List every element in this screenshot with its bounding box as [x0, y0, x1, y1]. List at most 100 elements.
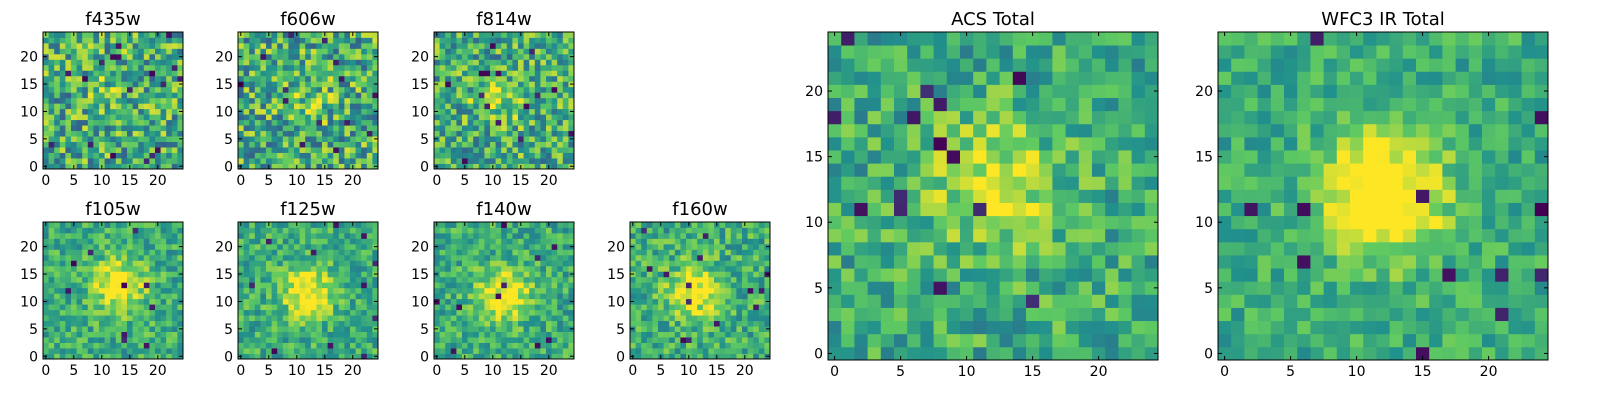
heatmap-cell — [243, 108, 250, 115]
heatmap-cell — [439, 222, 446, 228]
heatmap-cell — [243, 86, 250, 93]
heatmap-cell — [322, 320, 328, 327]
heatmap-cell — [372, 64, 379, 71]
heatmap-cell — [635, 238, 642, 245]
heatmap-cell — [450, 136, 457, 142]
heatmap-cell — [271, 42, 278, 49]
heatmap-cell — [310, 136, 317, 142]
heatmap-cell — [652, 222, 659, 228]
heatmap-cell — [59, 59, 66, 66]
heatmap-cell — [1144, 346, 1159, 361]
heatmap-cell — [54, 103, 61, 110]
heatmap-cell — [322, 238, 328, 245]
heatmap-cell — [663, 249, 670, 256]
heatmap-cell — [708, 276, 715, 283]
heatmap-cell — [361, 342, 368, 349]
heatmap-cell — [484, 243, 491, 250]
heatmap-cell — [87, 293, 94, 300]
heatmap-cell — [333, 265, 340, 272]
heatmap-cell — [76, 315, 83, 322]
heatmap-cell — [674, 293, 681, 300]
heatmap-cell — [143, 32, 150, 38]
heatmap-cell — [155, 287, 161, 294]
heatmap-cell — [646, 222, 653, 228]
heatmap-cell — [439, 42, 446, 49]
heatmap-cell — [372, 265, 379, 272]
heatmap-cell — [501, 243, 508, 250]
heatmap-cell — [501, 348, 508, 354]
heatmap-cell — [854, 189, 868, 203]
heatmap-cell — [473, 53, 480, 60]
heatmap-cell — [725, 232, 732, 239]
heatmap-cell — [249, 32, 256, 38]
heatmap-cell — [333, 119, 340, 126]
heatmap-cell — [59, 260, 66, 267]
heatmap-cell — [288, 97, 295, 104]
heatmap-cell — [439, 260, 446, 267]
heatmap-cell — [48, 163, 55, 170]
heatmap-cell — [484, 227, 491, 234]
heatmap-cell — [82, 249, 89, 256]
heatmap-cell — [641, 227, 648, 234]
heatmap-cell — [467, 53, 474, 60]
heatmap-cell — [747, 222, 754, 228]
heatmap-cell — [338, 254, 345, 261]
heatmap-cell — [714, 298, 720, 305]
heatmap-cell — [127, 59, 133, 66]
heatmap-cell — [467, 108, 474, 115]
heatmap-cell — [501, 254, 508, 261]
heatmap-cell — [338, 309, 345, 316]
heatmap-cell — [529, 331, 536, 338]
heatmap-cell — [171, 337, 178, 343]
heatmap-cell — [171, 326, 178, 332]
heatmap-cell — [456, 158, 463, 164]
heatmap-cell — [266, 331, 272, 338]
heatmap-cell — [299, 265, 306, 272]
heatmap-cell — [338, 103, 345, 110]
heatmap-cell — [344, 158, 351, 164]
heatmap-cell — [697, 222, 704, 228]
heatmap-cell — [316, 70, 323, 77]
heatmap-cell — [960, 176, 974, 190]
heatmap-cell — [641, 337, 648, 343]
heatmap-cell — [484, 59, 491, 66]
heatmap-cell — [355, 342, 362, 349]
heatmap-cell — [99, 42, 105, 49]
heatmap-cell — [702, 337, 709, 343]
heatmap-cell — [473, 92, 480, 99]
heatmap-cell — [473, 304, 480, 311]
heatmap-cell — [294, 103, 300, 110]
heatmap-cell — [1039, 333, 1053, 348]
heatmap-cell — [355, 227, 362, 234]
heatmap-cell — [104, 282, 111, 289]
heatmap-cell — [132, 158, 139, 164]
heatmap-cell — [894, 215, 908, 230]
heatmap-cell — [350, 97, 356, 104]
heatmap-cell — [456, 97, 463, 104]
heatmap-cell — [920, 150, 934, 164]
heatmap-cell — [534, 136, 541, 142]
heatmap-cell — [149, 81, 156, 88]
heatmap-cell — [674, 227, 681, 234]
heatmap-cell — [456, 86, 463, 93]
heatmap-cell — [551, 287, 558, 294]
heatmap-cell — [467, 293, 474, 300]
heatmap-cell — [333, 243, 340, 250]
heatmap-cell — [540, 254, 547, 261]
heatmap-cell — [243, 158, 250, 164]
heatmap-cell — [557, 243, 564, 250]
heatmap-cell — [907, 307, 921, 322]
heatmap-cell — [534, 97, 541, 104]
heatmap-cell — [484, 37, 491, 44]
heatmap-cell — [506, 222, 513, 228]
heatmap-cell — [282, 337, 289, 343]
heatmap-cell — [48, 37, 55, 44]
heatmap-cell — [82, 271, 89, 278]
heatmap-cell — [260, 136, 267, 142]
heatmap-cell — [59, 342, 66, 349]
heatmap-cell — [450, 130, 457, 137]
heatmap-cell — [138, 136, 145, 142]
heatmap-cell — [529, 81, 536, 88]
heatmap-cell — [702, 227, 709, 234]
heatmap-cell — [456, 103, 463, 110]
